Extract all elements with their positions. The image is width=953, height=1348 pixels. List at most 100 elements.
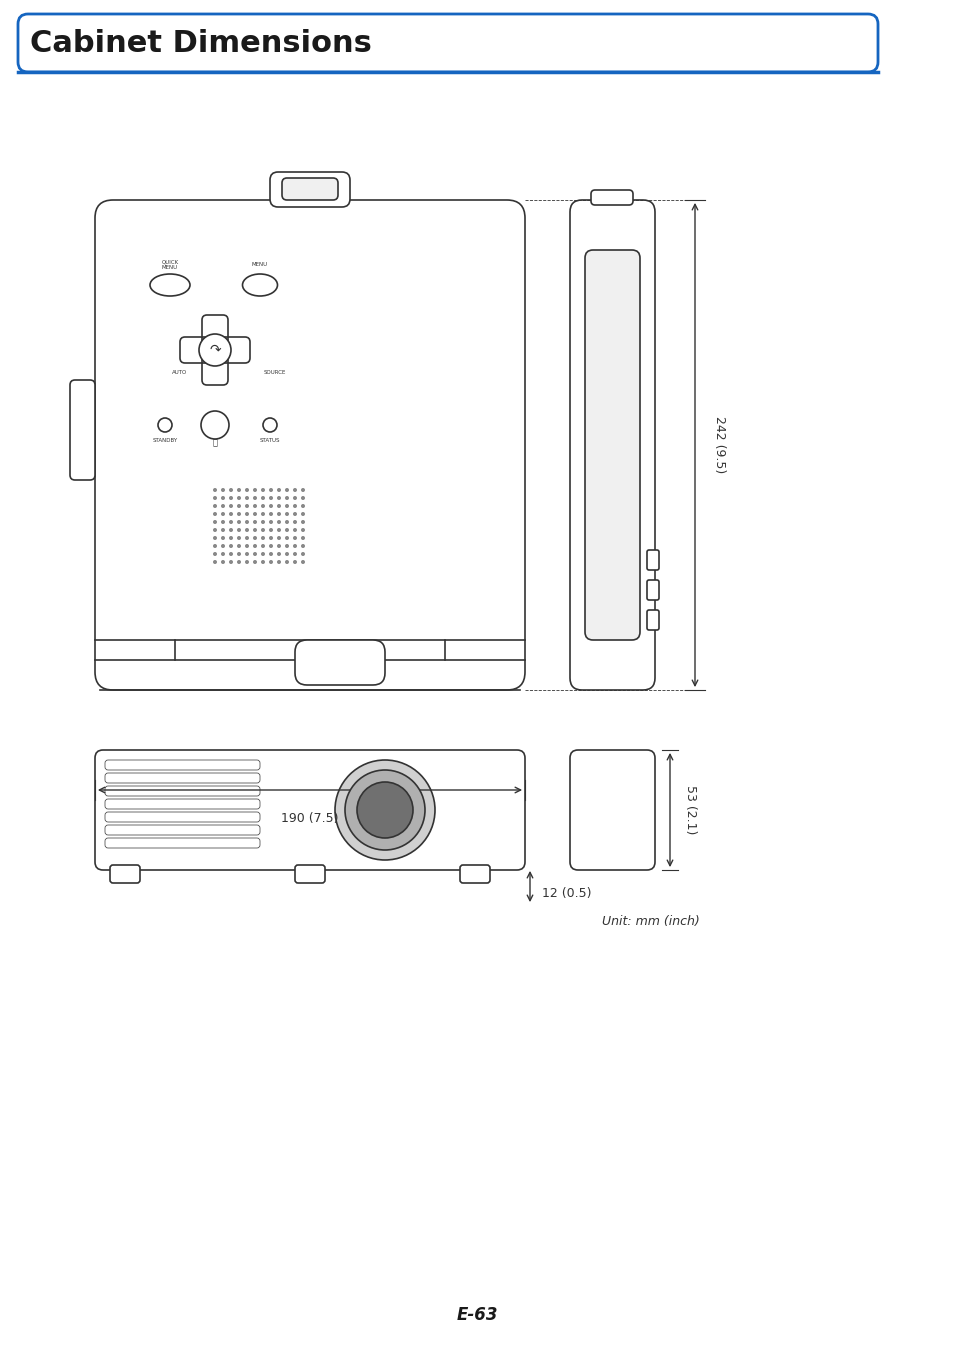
Circle shape <box>236 520 241 524</box>
Text: ⏻: ⏻ <box>213 438 217 448</box>
Circle shape <box>229 545 233 549</box>
Text: Unit: mm (inch): Unit: mm (inch) <box>601 915 700 927</box>
Text: E-63: E-63 <box>456 1306 497 1324</box>
Circle shape <box>301 545 305 549</box>
FancyBboxPatch shape <box>105 786 260 797</box>
Circle shape <box>236 537 241 541</box>
Circle shape <box>285 528 289 532</box>
Circle shape <box>276 520 281 524</box>
FancyBboxPatch shape <box>569 200 655 690</box>
Text: AUTO: AUTO <box>172 369 188 375</box>
Circle shape <box>213 537 216 541</box>
Circle shape <box>269 559 273 563</box>
Circle shape <box>345 770 424 851</box>
Circle shape <box>221 545 225 549</box>
FancyBboxPatch shape <box>646 550 659 570</box>
Circle shape <box>229 512 233 516</box>
Circle shape <box>245 537 249 541</box>
Circle shape <box>276 512 281 516</box>
Circle shape <box>285 520 289 524</box>
FancyBboxPatch shape <box>105 825 260 834</box>
Circle shape <box>221 559 225 563</box>
Circle shape <box>245 512 249 516</box>
Circle shape <box>245 496 249 500</box>
Circle shape <box>213 504 216 508</box>
Circle shape <box>269 504 273 508</box>
Circle shape <box>261 551 265 555</box>
FancyBboxPatch shape <box>18 13 877 71</box>
FancyBboxPatch shape <box>590 190 633 205</box>
Circle shape <box>261 496 265 500</box>
Circle shape <box>301 504 305 508</box>
Circle shape <box>229 537 233 541</box>
Circle shape <box>221 504 225 508</box>
Circle shape <box>253 528 256 532</box>
Circle shape <box>301 551 305 555</box>
Circle shape <box>229 488 233 492</box>
Text: QUICK
MENU: QUICK MENU <box>161 260 178 271</box>
Circle shape <box>261 520 265 524</box>
Circle shape <box>245 545 249 549</box>
Text: 12 (0.5): 12 (0.5) <box>541 887 591 900</box>
Circle shape <box>253 545 256 549</box>
Circle shape <box>236 512 241 516</box>
Ellipse shape <box>150 274 190 297</box>
Circle shape <box>285 559 289 563</box>
FancyBboxPatch shape <box>459 865 490 883</box>
Circle shape <box>285 545 289 549</box>
Circle shape <box>276 488 281 492</box>
Circle shape <box>253 520 256 524</box>
Text: ↷: ↷ <box>209 342 220 357</box>
Circle shape <box>236 528 241 532</box>
Circle shape <box>253 551 256 555</box>
Text: SOURCE: SOURCE <box>264 369 286 375</box>
Circle shape <box>285 496 289 500</box>
Circle shape <box>261 559 265 563</box>
Circle shape <box>245 504 249 508</box>
Circle shape <box>261 537 265 541</box>
Circle shape <box>293 512 296 516</box>
Circle shape <box>236 496 241 500</box>
Circle shape <box>236 551 241 555</box>
Circle shape <box>261 545 265 549</box>
Text: STATUS: STATUS <box>259 438 280 443</box>
Circle shape <box>253 512 256 516</box>
Text: Cabinet Dimensions: Cabinet Dimensions <box>30 30 372 58</box>
Circle shape <box>229 559 233 563</box>
FancyBboxPatch shape <box>95 200 524 690</box>
Circle shape <box>221 520 225 524</box>
Circle shape <box>269 520 273 524</box>
FancyBboxPatch shape <box>294 865 325 883</box>
Circle shape <box>229 551 233 555</box>
FancyBboxPatch shape <box>569 749 655 869</box>
Circle shape <box>276 504 281 508</box>
Circle shape <box>253 537 256 541</box>
FancyBboxPatch shape <box>282 178 337 200</box>
Circle shape <box>158 418 172 431</box>
Circle shape <box>213 496 216 500</box>
FancyBboxPatch shape <box>110 865 140 883</box>
Circle shape <box>269 528 273 532</box>
Circle shape <box>236 545 241 549</box>
Circle shape <box>276 559 281 563</box>
FancyBboxPatch shape <box>95 749 524 869</box>
Circle shape <box>213 559 216 563</box>
Circle shape <box>269 512 273 516</box>
Circle shape <box>213 520 216 524</box>
Circle shape <box>301 520 305 524</box>
Circle shape <box>269 537 273 541</box>
Circle shape <box>221 551 225 555</box>
FancyBboxPatch shape <box>646 580 659 600</box>
Circle shape <box>221 496 225 500</box>
Circle shape <box>301 537 305 541</box>
Circle shape <box>245 551 249 555</box>
Text: 190 (7.5): 190 (7.5) <box>281 811 338 825</box>
Circle shape <box>213 488 216 492</box>
FancyBboxPatch shape <box>646 611 659 630</box>
Circle shape <box>285 504 289 508</box>
Circle shape <box>301 512 305 516</box>
Circle shape <box>276 551 281 555</box>
Circle shape <box>236 488 241 492</box>
Ellipse shape <box>242 274 277 297</box>
Circle shape <box>221 528 225 532</box>
